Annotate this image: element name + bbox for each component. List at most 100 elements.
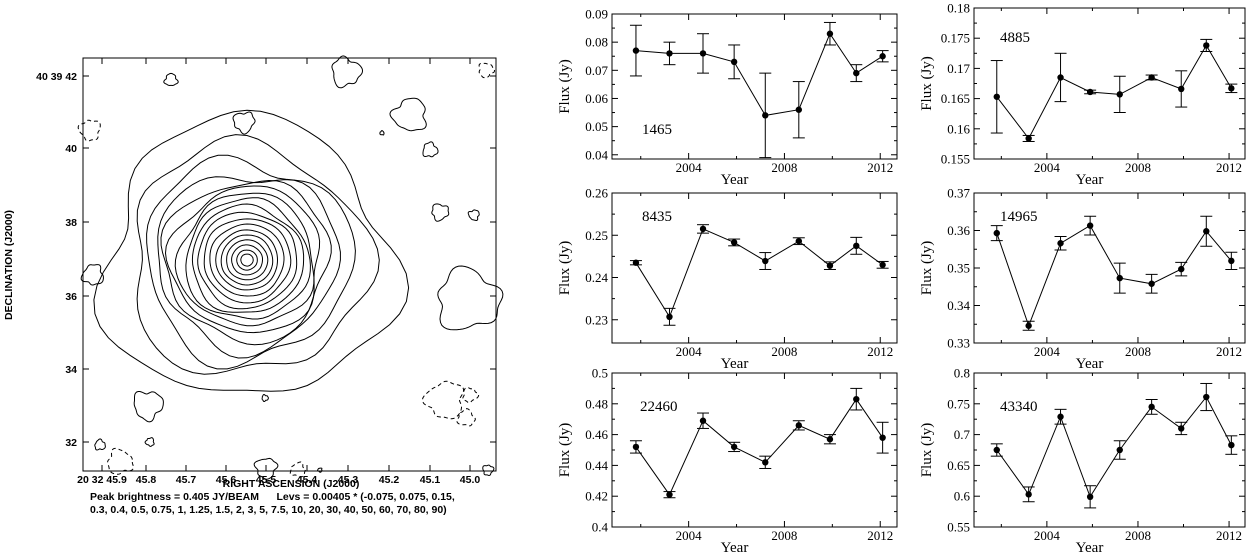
contour-map-y-tick-label: 36 xyxy=(65,291,77,303)
x-axis-label: Year xyxy=(1076,172,1104,188)
data-point xyxy=(1203,393,1210,401)
data-point xyxy=(1148,280,1155,287)
y-tick-label: 0.26 xyxy=(585,186,608,201)
y-tick-label: 0.35 xyxy=(947,261,970,276)
y-axis-label: Flux (Jy) xyxy=(557,59,573,114)
y-tick-label: 0.155 xyxy=(941,152,970,167)
data-point xyxy=(826,30,834,37)
data-point xyxy=(1178,425,1185,432)
x-tick-label: 2004 xyxy=(676,160,703,175)
y-tick-label: 0.5 xyxy=(592,366,608,381)
x-tick-label: 2004 xyxy=(676,344,703,359)
data-point xyxy=(1148,403,1155,411)
x-axis-label: Year xyxy=(721,540,749,552)
flux-panel-4885: 0.155 0.16 0.165 0.17 0.175 0.18 2004 2008 2012 Y… xyxy=(919,1,1246,188)
contour-level-10 xyxy=(197,211,298,310)
contour-map-frame xyxy=(82,57,497,472)
data-point xyxy=(1228,85,1235,92)
y-tick-label: 0.44 xyxy=(585,458,608,473)
x-tick-label: 2012 xyxy=(867,160,893,175)
flux-time-series-panels: 0.04 0.05 0.06 0.07 0.08 0.09 2004 2008 2012 Year… xyxy=(557,1,1246,552)
y-tick-label: 0.33 xyxy=(947,336,970,351)
contour-level-7 xyxy=(174,192,315,327)
contour-map-y-tick-label: 40 xyxy=(65,143,77,155)
negative-contour xyxy=(456,408,476,427)
panel-frame xyxy=(611,372,898,528)
negative-contour xyxy=(421,380,465,420)
data-point xyxy=(762,459,769,466)
data-point xyxy=(826,262,834,269)
x-axis-label: Year xyxy=(1076,540,1104,552)
data-point xyxy=(795,422,803,429)
contour-level-3 xyxy=(146,154,356,370)
y-tick-label: 0.25 xyxy=(585,228,608,243)
y-tick-label: 0.175 xyxy=(941,31,970,46)
x-tick-label: 2012 xyxy=(1216,528,1242,543)
data-point xyxy=(879,434,886,441)
x-axis-label: Year xyxy=(721,172,749,188)
y-axis-label: Flux (Jy) xyxy=(919,241,935,296)
x-tick-label: 2008 xyxy=(1125,160,1151,175)
flux-panel-8435: 0.23 0.24 0.25 0.26 2004 2008 2012 Year Flux (Jy… xyxy=(557,186,898,372)
data-point xyxy=(699,50,707,57)
contour-level-8 xyxy=(185,197,311,320)
contour-lines xyxy=(77,55,504,480)
contour-map-y-tick-label: 40 39 42 xyxy=(36,71,77,83)
noise-contour xyxy=(331,55,364,89)
series-line xyxy=(996,44,1232,140)
x-tick-label: 2004 xyxy=(676,528,703,543)
contour-map-x-tick-label: 45.1 xyxy=(420,474,441,486)
contour-map-x-tick-label: 45.2 xyxy=(379,474,400,486)
y-tick-label: 0.36 xyxy=(947,223,970,238)
y-tick-label: 0.18 xyxy=(947,1,970,16)
data-point xyxy=(826,436,834,443)
noise-contour xyxy=(144,437,155,447)
contour-level-9 xyxy=(191,203,305,313)
contour-map-y-tick-label: 38 xyxy=(65,217,77,229)
contour-map-x-tick-label: 45.6 xyxy=(216,474,237,486)
y-tick-label: 0.23 xyxy=(585,312,608,327)
contour-map-x-ticks: 20 32 45.9 45.8 45.7 45.6 45.5 45.4 45.3 45.2 45… xyxy=(77,58,480,486)
noise-contour xyxy=(431,203,450,222)
contour-map-x-tick-label: 45.8 xyxy=(136,474,157,486)
data-point xyxy=(632,443,640,451)
contour-level-17 xyxy=(236,249,258,271)
y-tick-label: 0.165 xyxy=(941,91,970,106)
data-point xyxy=(730,443,738,451)
contour-map-x-axis-label: RIGHT ASCENSION (J2000) xyxy=(223,478,360,490)
y-axis-label: Flux (Jy) xyxy=(919,56,935,111)
negative-contour xyxy=(289,461,306,478)
data-point xyxy=(795,237,803,245)
noise-contour xyxy=(379,130,385,136)
contour-level-5 xyxy=(160,179,332,346)
y-axis-label: Flux (Jy) xyxy=(557,241,573,296)
y-tick-label: 0.17 xyxy=(947,61,970,76)
contour-level-11 xyxy=(203,218,292,304)
data-point xyxy=(993,446,1000,454)
contour-level-15 xyxy=(226,239,269,281)
data-point xyxy=(730,239,738,246)
data-point xyxy=(632,47,640,54)
contour-map-y-tick-label: 32 xyxy=(65,437,77,449)
noise-contour xyxy=(482,464,495,477)
data-point xyxy=(1116,446,1123,454)
noise-contour xyxy=(317,467,323,473)
contour-level-14 xyxy=(220,234,274,286)
contour-level-12 xyxy=(209,223,285,297)
x-tick-label: 2008 xyxy=(771,528,797,543)
y-tick-label: 0.07 xyxy=(585,63,608,78)
data-point xyxy=(993,93,1000,100)
panel-label: 8435 xyxy=(642,209,672,225)
data-point xyxy=(853,395,860,403)
data-point xyxy=(1057,74,1064,81)
contour-level-6 xyxy=(164,185,321,334)
y-tick-label: 0.4 xyxy=(592,520,609,535)
data-point xyxy=(666,50,673,57)
y-tick-label: 0.46 xyxy=(585,427,608,442)
data-point xyxy=(1057,413,1064,420)
x-tick-label: 2004 xyxy=(1034,528,1061,543)
y-tick-label: 0.7 xyxy=(954,427,971,442)
x-tick-label: 2008 xyxy=(771,344,797,359)
data-point xyxy=(1025,135,1032,142)
series-line xyxy=(996,224,1232,328)
